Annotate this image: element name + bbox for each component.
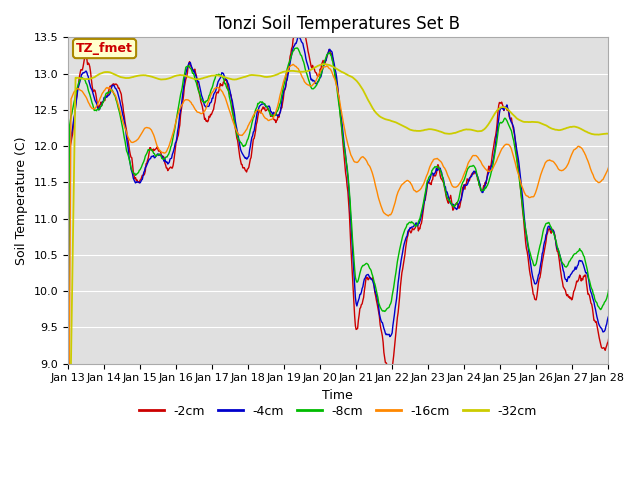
-8cm [266, 110, 274, 116]
-32cm [320, 61, 328, 67]
-2cm [448, 203, 456, 209]
-2cm [297, 16, 305, 22]
-16cm [132, 138, 140, 144]
Text: TZ_fmet: TZ_fmet [76, 42, 133, 55]
-2cm [64, 444, 72, 450]
-16cm [416, 187, 424, 193]
-2cm [266, 108, 274, 114]
-16cm [288, 62, 296, 68]
-32cm [448, 131, 456, 136]
Line: -32cm: -32cm [68, 64, 640, 480]
-8cm [293, 45, 301, 51]
-8cm [237, 140, 245, 146]
-16cm [266, 117, 274, 123]
-4cm [266, 105, 274, 110]
-2cm [237, 161, 245, 167]
-8cm [448, 203, 456, 208]
-32cm [416, 128, 424, 134]
-32cm [288, 68, 296, 74]
Y-axis label: Soil Temperature (C): Soil Temperature (C) [15, 136, 28, 265]
-4cm [132, 180, 140, 186]
-4cm [237, 149, 245, 155]
Title: Tonzi Soil Temperatures Set B: Tonzi Soil Temperatures Set B [215, 15, 460, 33]
-4cm [416, 218, 424, 224]
-4cm [448, 202, 456, 208]
-2cm [132, 175, 140, 180]
-8cm [416, 216, 424, 221]
Line: -8cm: -8cm [68, 48, 640, 480]
Legend: -2cm, -4cm, -8cm, -16cm, -32cm: -2cm, -4cm, -8cm, -16cm, -32cm [134, 400, 542, 423]
-2cm [416, 226, 424, 232]
-2cm [288, 46, 296, 51]
-32cm [237, 75, 245, 81]
Line: -2cm: -2cm [68, 19, 640, 480]
Line: -4cm: -4cm [68, 36, 640, 480]
Line: -16cm: -16cm [68, 64, 640, 480]
-4cm [295, 34, 303, 39]
-4cm [288, 52, 296, 58]
-16cm [289, 61, 297, 67]
-16cm [237, 132, 245, 138]
-8cm [288, 52, 296, 58]
-32cm [132, 73, 140, 79]
X-axis label: Time: Time [323, 389, 353, 402]
-16cm [448, 183, 456, 189]
-8cm [132, 172, 140, 178]
-32cm [266, 74, 274, 80]
